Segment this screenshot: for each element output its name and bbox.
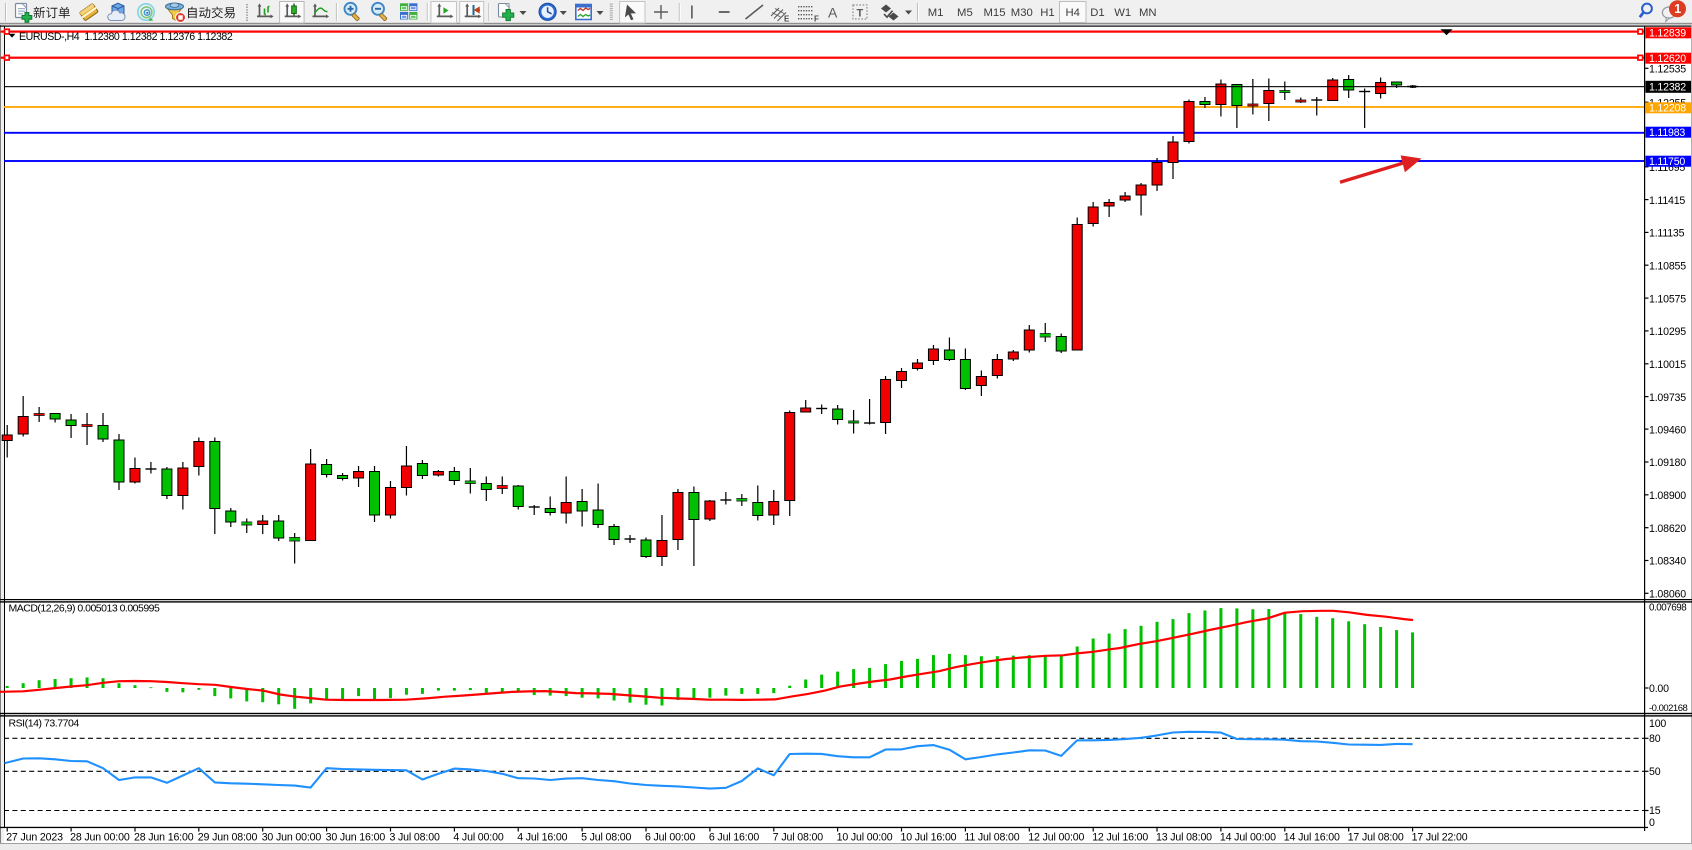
svg-text:RSI(14) 73.7704: RSI(14) 73.7704 bbox=[9, 718, 80, 730]
svg-text:1.12839: 1.12839 bbox=[1649, 27, 1686, 39]
svg-text:M1: M1 bbox=[928, 7, 944, 19]
svg-text:50: 50 bbox=[1649, 766, 1661, 778]
svg-text:EURUSD-,H4 1.12380 1.12382 1.: EURUSD-,H4 1.12380 1.12382 1.12376 1.123… bbox=[19, 31, 233, 43]
svg-text:1.09460: 1.09460 bbox=[1649, 424, 1686, 436]
svg-text:1.09735: 1.09735 bbox=[1649, 392, 1686, 404]
svg-text:5 Jul 08:00: 5 Jul 08:00 bbox=[581, 832, 631, 844]
svg-text:6 Jul 00:00: 6 Jul 00:00 bbox=[645, 832, 695, 844]
svg-text:MACD(12,26,9) 0.005013 0.00599: MACD(12,26,9) 0.005013 0.005995 bbox=[9, 603, 161, 615]
svg-text:1.11750: 1.11750 bbox=[1649, 156, 1685, 168]
svg-text:M15: M15 bbox=[984, 7, 1006, 19]
svg-text:30 Jun 16:00: 30 Jun 16:00 bbox=[326, 832, 386, 844]
svg-text:15: 15 bbox=[1649, 805, 1661, 817]
svg-text:1.11135: 1.11135 bbox=[1649, 228, 1685, 240]
svg-text:0.00: 0.00 bbox=[1649, 683, 1669, 695]
svg-text:6 Jul 16:00: 6 Jul 16:00 bbox=[709, 832, 759, 844]
svg-text:H1: H1 bbox=[1040, 7, 1054, 19]
svg-text:H4: H4 bbox=[1065, 7, 1079, 19]
svg-text:1.08900: 1.08900 bbox=[1649, 490, 1686, 502]
svg-text:D1: D1 bbox=[1090, 7, 1104, 19]
svg-text:1.10575: 1.10575 bbox=[1649, 293, 1686, 305]
svg-text:28 Jun 00:00: 28 Jun 00:00 bbox=[70, 832, 130, 844]
svg-text:1.08620: 1.08620 bbox=[1649, 523, 1686, 535]
svg-text:F: F bbox=[814, 15, 819, 24]
svg-text:13 Jul 08:00: 13 Jul 08:00 bbox=[1156, 832, 1212, 844]
svg-text:14 Jul 16:00: 14 Jul 16:00 bbox=[1284, 832, 1340, 844]
svg-text:80: 80 bbox=[1649, 733, 1661, 745]
svg-text:4 Jul 00:00: 4 Jul 00:00 bbox=[453, 832, 503, 844]
svg-text:1.12208: 1.12208 bbox=[1649, 102, 1686, 114]
svg-text:30 Jun 00:00: 30 Jun 00:00 bbox=[262, 832, 322, 844]
svg-text:MN: MN bbox=[1139, 7, 1157, 19]
svg-text:1: 1 bbox=[1674, 2, 1681, 16]
svg-text:12 Jul 00:00: 12 Jul 00:00 bbox=[1028, 832, 1084, 844]
svg-text:27 Jun 2023: 27 Jun 2023 bbox=[6, 832, 63, 844]
svg-text:A: A bbox=[828, 5, 838, 21]
svg-text:1.12382: 1.12382 bbox=[1649, 81, 1686, 93]
svg-text:3 Jul 08:00: 3 Jul 08:00 bbox=[390, 832, 440, 844]
svg-text:10 Jul 00:00: 10 Jul 00:00 bbox=[837, 832, 893, 844]
svg-text:M30: M30 bbox=[1011, 7, 1033, 19]
svg-text:0: 0 bbox=[1649, 817, 1655, 829]
svg-text:29 Jun 08:00: 29 Jun 08:00 bbox=[198, 832, 258, 844]
svg-text:28 Jun 16:00: 28 Jun 16:00 bbox=[134, 832, 194, 844]
svg-text:0.007698: 0.007698 bbox=[1649, 603, 1687, 614]
svg-text:11 Jul 08:00: 11 Jul 08:00 bbox=[964, 832, 1019, 844]
svg-text:1.12535: 1.12535 bbox=[1649, 64, 1686, 76]
svg-text:1.10855: 1.10855 bbox=[1649, 260, 1686, 272]
svg-text:T: T bbox=[857, 8, 864, 20]
svg-text:1.12620: 1.12620 bbox=[1649, 53, 1686, 65]
svg-text:100: 100 bbox=[1649, 718, 1666, 730]
svg-text:1.11983: 1.11983 bbox=[1649, 127, 1685, 139]
svg-text:1.09180: 1.09180 bbox=[1649, 457, 1686, 469]
svg-text:4 Jul 16:00: 4 Jul 16:00 bbox=[517, 832, 567, 844]
svg-text:7 Jul 08:00: 7 Jul 08:00 bbox=[773, 832, 823, 844]
svg-text:-0.002168: -0.002168 bbox=[1649, 703, 1688, 714]
svg-text:1.10015: 1.10015 bbox=[1649, 359, 1686, 371]
svg-text:E: E bbox=[784, 15, 790, 24]
svg-text:1.10295: 1.10295 bbox=[1649, 326, 1686, 338]
svg-text:1.08060: 1.08060 bbox=[1649, 589, 1686, 601]
svg-text:10 Jul 16:00: 10 Jul 16:00 bbox=[901, 832, 957, 844]
svg-text:M5: M5 bbox=[957, 7, 973, 19]
svg-text:17 Jul 22:00: 17 Jul 22:00 bbox=[1412, 832, 1468, 844]
svg-text:W1: W1 bbox=[1114, 7, 1131, 19]
svg-text:1.11415: 1.11415 bbox=[1649, 195, 1685, 207]
svg-text:12 Jul 16:00: 12 Jul 16:00 bbox=[1092, 832, 1148, 844]
svg-text:14 Jul 00:00: 14 Jul 00:00 bbox=[1220, 832, 1276, 844]
svg-text:17 Jul 08:00: 17 Jul 08:00 bbox=[1348, 832, 1404, 844]
svg-text:1.08340: 1.08340 bbox=[1649, 556, 1686, 568]
